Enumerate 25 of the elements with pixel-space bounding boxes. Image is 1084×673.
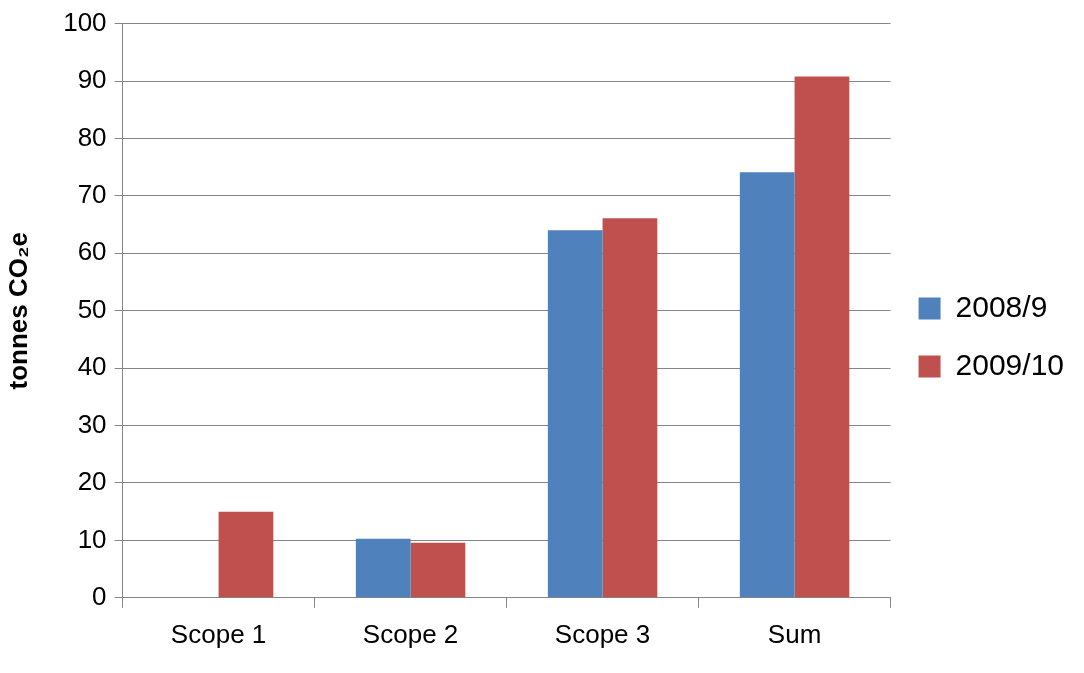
bar — [794, 76, 850, 598]
bar — [602, 218, 658, 598]
y-tick-label: 80 — [77, 121, 107, 152]
y-tick-label: 70 — [77, 179, 107, 210]
y-tick-label: 20 — [77, 466, 107, 497]
x-tick-label: Sum — [767, 618, 822, 649]
bar — [739, 172, 795, 598]
y-tick-label: 30 — [77, 408, 107, 439]
legend-label: 2008/9 — [955, 289, 1048, 323]
bar — [547, 230, 603, 598]
y-tick-label: 10 — [77, 523, 107, 554]
y-tick-label: 0 — [92, 580, 107, 611]
legend-label: 2009/10 — [955, 347, 1065, 381]
x-tick-label: Scope 2 — [362, 618, 459, 649]
y-tick-label: 90 — [77, 64, 107, 95]
bar — [218, 511, 274, 598]
x-tick-label: Scope 1 — [170, 618, 267, 649]
x-tick-label: Scope 3 — [554, 618, 651, 649]
bar — [410, 542, 466, 598]
y-tick-label: 40 — [77, 351, 107, 382]
bar — [355, 538, 411, 598]
y-tick-label: 100 — [63, 6, 107, 37]
y-tick-label: 50 — [77, 293, 107, 324]
y-tick-label: 60 — [77, 236, 107, 267]
y-axis-title: tonnes CO₂e — [2, 231, 33, 390]
